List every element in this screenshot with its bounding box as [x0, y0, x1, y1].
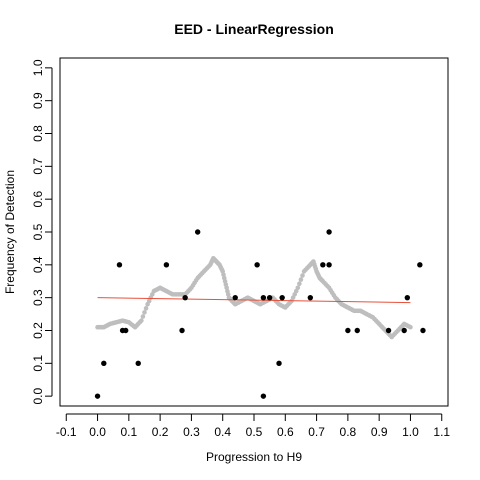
data-point [182, 294, 188, 301]
x-tick-label: 0.3 [183, 425, 200, 439]
x-axis: -0.1 0.0 0.1 0.2 0.3 0.4 0.5 0.6 0.7 0.8 0.9 1.0 1.1 [56, 413, 450, 439]
smoothed-point [143, 306, 149, 311]
x-tick-label: 0.0 [89, 425, 106, 439]
chart-title: EED - LinearRegression [174, 21, 334, 37]
regression-series [97, 297, 411, 304]
data-point [123, 327, 129, 334]
y-tick-label: 0.4 [31, 256, 45, 273]
y-tick-label: 0.0 [31, 387, 45, 404]
y-tick-label: 0.3 [31, 289, 45, 306]
data-point [276, 360, 282, 367]
data-point [320, 262, 326, 268]
smoothed-point [300, 273, 305, 278]
smoothed-point [139, 318, 144, 323]
data-point [326, 229, 332, 235]
data-point [307, 294, 314, 301]
y-tick-label: 0.6 [31, 191, 45, 208]
data-point [279, 294, 285, 301]
x-tick-label: 0.1 [120, 425, 137, 439]
x-tick-label: 0.4 [214, 425, 231, 439]
y-tick-label: 0.5 [31, 223, 45, 240]
y-tick-label: 1.0 [31, 59, 45, 76]
smoothed-point [298, 277, 304, 282]
data-point [266, 294, 273, 301]
plot-frame [59, 57, 449, 407]
data-point [345, 327, 351, 334]
data-point [326, 262, 332, 268]
smoothed-series [95, 255, 413, 340]
y-tick-label: 0.8 [31, 125, 45, 142]
data-point [420, 327, 426, 334]
y-axis: 0.0 0.1 0.2 0.3 0.4 0.5 0.6 0.7 0.8 0.9 1.0 [31, 59, 53, 404]
x-tick-label: 0.6 [277, 425, 294, 439]
regression-line [97, 297, 411, 304]
x-tick-label: 0.2 [152, 425, 169, 439]
smoothed-point [408, 324, 413, 330]
data-point [417, 262, 423, 268]
y-tick-label: 0.7 [31, 158, 45, 175]
data-point [385, 327, 392, 334]
data-point [254, 262, 260, 268]
data-point [354, 327, 360, 334]
x-tick-label: -0.1 [56, 425, 77, 439]
data-point [260, 393, 267, 399]
data-point [94, 393, 101, 399]
observation-series [94, 229, 426, 399]
y-tick-label: 0.2 [31, 322, 45, 339]
data-point [135, 360, 141, 367]
data-point [163, 262, 170, 268]
x-tick-label: 0.8 [340, 425, 357, 439]
data-point [260, 294, 267, 301]
data-point [179, 327, 185, 334]
x-tick-label: 1.0 [402, 425, 419, 439]
x-tick-label: 1.1 [433, 425, 450, 439]
x-tick-label: 0.9 [371, 425, 388, 439]
y-tick-label: 0.9 [31, 92, 45, 109]
smoothed-point [142, 310, 147, 315]
data-point [401, 327, 407, 334]
data-point [194, 229, 201, 235]
smoothed-point [140, 314, 146, 319]
smoothed-point [297, 281, 302, 287]
x-tick-label: 0.5 [246, 425, 263, 439]
y-axis-label: Frequency of Detection [3, 170, 17, 294]
data-point [404, 294, 411, 301]
x-tick-label: 0.7 [308, 425, 325, 439]
data-point [116, 262, 123, 268]
data-point [232, 294, 238, 301]
y-tick-label: 0.1 [31, 355, 45, 372]
smoothed-point [295, 285, 301, 291]
x-axis-label: Progression to H9 [206, 450, 302, 464]
data-point [101, 360, 107, 367]
